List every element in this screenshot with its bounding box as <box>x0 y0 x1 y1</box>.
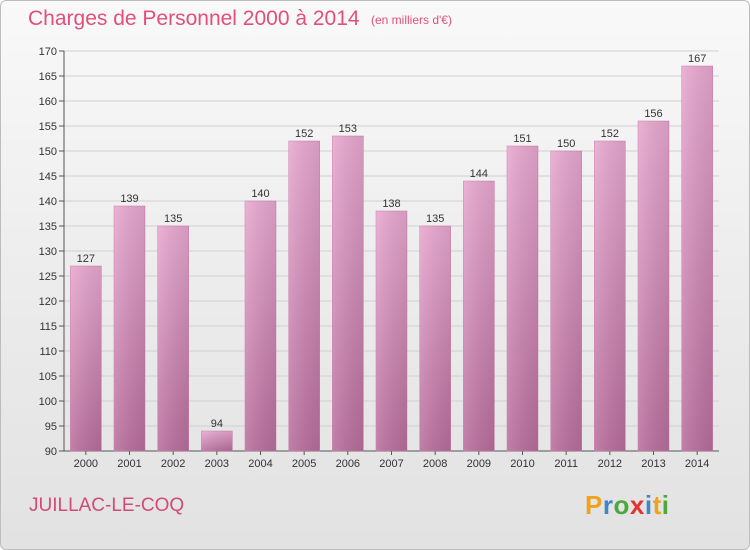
bar-shade <box>201 431 233 451</box>
bar-shade <box>376 211 407 451</box>
y-tick-label: 100 <box>39 396 57 408</box>
commune-name: JUILLAC-LE-COQ <box>29 495 185 516</box>
y-tick-label: 105 <box>39 371 57 383</box>
bar-shade <box>419 226 451 451</box>
y-tick-label: 165 <box>39 71 57 83</box>
logo-letter: P <box>585 490 603 520</box>
y-tick-label: 110 <box>39 346 57 358</box>
bar-shade <box>594 141 626 451</box>
x-tick-label: 2009 <box>467 458 491 470</box>
data-label: 150 <box>557 138 575 150</box>
x-tick-label: 2006 <box>336 458 360 470</box>
logo-letter: i <box>644 490 653 520</box>
data-label: 152 <box>601 128 619 140</box>
x-tick-label: 2008 <box>423 458 447 470</box>
bar-shade <box>70 266 102 451</box>
data-label: 140 <box>251 188 269 200</box>
bar-shade <box>550 151 582 451</box>
y-tick-label: 125 <box>39 271 57 283</box>
bar-shade <box>157 226 189 451</box>
data-label: 144 <box>470 168 488 180</box>
x-tick-label: 2010 <box>510 458 534 470</box>
logo-letter: x <box>629 490 645 520</box>
data-label: 135 <box>164 213 182 225</box>
x-tick-label: 2004 <box>248 458 272 470</box>
data-label: 139 <box>120 193 138 205</box>
data-label: 138 <box>382 198 400 210</box>
logo-letter: i <box>661 490 670 520</box>
data-label: 127 <box>77 253 95 265</box>
y-tick-label: 145 <box>39 171 57 183</box>
logo-letter: o <box>613 490 630 520</box>
chart-subtitle: (en milliers d'€) <box>371 13 452 27</box>
y-tick-label: 150 <box>39 146 57 158</box>
y-tick-label: 120 <box>39 296 57 308</box>
data-label: 153 <box>339 123 357 135</box>
bar-shade <box>288 141 320 451</box>
x-tick-label: 2002 <box>161 458 185 470</box>
data-label: 156 <box>644 108 662 120</box>
bar-shade <box>681 66 713 451</box>
bar-shade <box>114 206 145 451</box>
bar-shade <box>638 121 669 451</box>
proxiti-logo: Proxiti <box>585 490 669 521</box>
y-tick-label: 90 <box>45 446 57 458</box>
bar-shade <box>245 201 276 451</box>
data-label: 151 <box>513 133 531 145</box>
data-label: 135 <box>426 213 444 225</box>
data-label: 152 <box>295 128 313 140</box>
bar-shade <box>507 146 538 451</box>
bars <box>70 65 713 452</box>
bar-shade <box>463 181 495 451</box>
x-tick-label: 2011 <box>554 458 578 470</box>
data-label: 94 <box>211 418 223 430</box>
x-tick-label: 2012 <box>598 458 622 470</box>
x-tick-label: 2005 <box>292 458 316 470</box>
y-tick-label: 130 <box>39 246 57 258</box>
x-tick-label: 2014 <box>685 458 709 470</box>
y-tick-label: 135 <box>39 221 57 233</box>
labels: 90 95 100 105 110 115 120 125 130 135 140 145 150 155… <box>39 46 710 470</box>
y-tick-label: 160 <box>39 96 57 108</box>
x-tick-label: 2007 <box>379 458 403 470</box>
logo-letter: r <box>602 490 614 520</box>
bar-shade <box>332 136 364 451</box>
x-tick-label: 2013 <box>641 458 665 470</box>
data-label: 167 <box>688 53 706 65</box>
x-tick-label: 2003 <box>205 458 229 470</box>
logo-letter: t <box>652 490 662 520</box>
x-tick-label: 2001 <box>117 458 141 470</box>
y-tick-label: 140 <box>39 196 57 208</box>
y-tick-label: 95 <box>45 421 57 433</box>
y-tick-label: 155 <box>39 121 57 133</box>
x-tick-label: 2000 <box>74 458 98 470</box>
y-tick-label: 115 <box>39 321 57 333</box>
chart-title: Charges de Personnel 2000 à 2014 <box>28 7 360 30</box>
y-tick-label: 170 <box>39 46 57 58</box>
